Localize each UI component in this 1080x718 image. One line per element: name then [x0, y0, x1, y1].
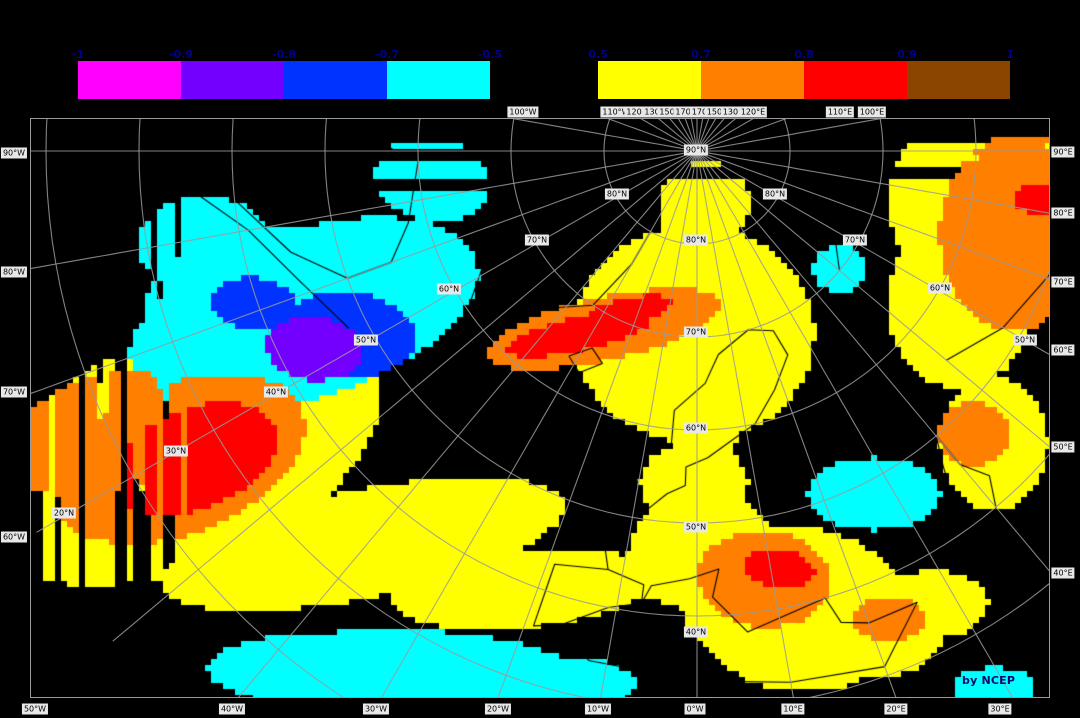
longitude-label-left-1: 80°W: [0, 266, 28, 278]
latitude-label-0: 90°N: [683, 144, 709, 156]
map-graticule-layer: [31, 119, 1049, 697]
latitude-label-12: 50°N: [683, 521, 709, 533]
longitude-label-bottom-1: 40°W: [218, 703, 246, 715]
latitude-label-5: 70°N: [842, 234, 868, 246]
colorbar-swatch-2: [804, 61, 907, 99]
longitude-label-bottom-2: 30°W: [362, 703, 390, 715]
longitude-label-right-0: 90°E: [1051, 146, 1075, 158]
longitude-label-top-5: 170°W: [673, 106, 705, 118]
latitude-label-10: 50°N: [353, 334, 379, 346]
longitude-label-right-2: 70°E: [1051, 276, 1075, 288]
map-plot-area[interactable]: [30, 118, 1050, 698]
positive-colorbar-ticks: 0.5 0.7 0.8 0.9 1: [588, 48, 1014, 62]
longitude-label-bottom-6: 10°E: [781, 703, 805, 715]
longitude-label-top-7: 150°E: [704, 106, 734, 118]
longitude-label-right-5: 40°E: [1051, 567, 1075, 579]
longitude-label-top-2: 120°W: [624, 106, 656, 118]
colorbar-swatch-0: [78, 61, 181, 99]
negative-colorbar-ticks: -1 -0.9 -0.8 -0.7 -0.5: [72, 48, 502, 62]
colorbar-swatch-0: [598, 61, 701, 99]
longitude-label-bottom-7: 20°E: [884, 703, 908, 715]
longitude-label-right-3: 60°E: [1051, 344, 1075, 356]
longitude-label-right-4: 50°E: [1051, 441, 1075, 453]
map-heatmap-canvas: [31, 119, 1049, 697]
longitude-label-left-0: 90°W: [0, 147, 28, 159]
colorbar-tick-2: -0.8: [271, 48, 297, 61]
colorbar-tick-2: 0.8: [794, 48, 814, 61]
longitude-label-bottom-4: 10°W: [584, 703, 612, 715]
negative-correlation-colorbar: [78, 61, 490, 99]
colorbar-swatch-3: [907, 61, 1010, 99]
colorbar-tick-1: -0.9: [168, 48, 194, 61]
longitude-label-top-8: 130°E: [720, 106, 750, 118]
latitude-label-11: 50°N: [1012, 334, 1038, 346]
latitude-label-7: 60°N: [436, 283, 462, 295]
longitude-label-left-3: 60°W: [0, 531, 28, 543]
colorbar-swatch-3: [387, 61, 490, 99]
colorbar-tick-0: -1: [71, 48, 85, 61]
latitude-label-6: 70°N: [683, 326, 709, 338]
longitude-label-top-11: 100°E: [857, 106, 887, 118]
credit-text: by NCEP: [962, 674, 1016, 687]
latitude-label-8: 60°N: [927, 282, 953, 294]
colorbar-tick-3: -0.7: [374, 48, 400, 61]
longitude-label-right-1: 80°E: [1051, 207, 1075, 219]
latitude-label-1: 80°N: [604, 188, 630, 200]
colorbar-swatch-2: [284, 61, 387, 99]
longitude-label-top-0: 100°W: [507, 106, 539, 118]
latitude-label-13: 40°N: [263, 386, 289, 398]
longitude-label-bottom-0: 50°W: [21, 703, 49, 715]
colorbar-tick-3: 0.9: [897, 48, 917, 61]
positive-correlation-colorbar: [598, 61, 1010, 99]
longitude-label-top-9: 120°E: [738, 106, 768, 118]
latitude-label-14: 40°N: [683, 626, 709, 638]
latitude-label-15: 30°N: [163, 445, 189, 457]
longitude-label-top-4: 150°W: [657, 106, 689, 118]
longitude-label-top-1: 110°W: [600, 106, 632, 118]
longitude-label-left-2: 70°W: [0, 386, 28, 398]
longitude-label-bottom-8: 30°E: [988, 703, 1012, 715]
colorbar-tick-1: 0.7: [691, 48, 711, 61]
colorbar-tick-4: -0.5: [477, 48, 503, 61]
colorbar-swatch-1: [181, 61, 284, 99]
latitude-label-9: 60°N: [683, 422, 709, 434]
longitude-label-top-10: 110°E: [825, 106, 855, 118]
latitude-label-16: 20°N: [51, 507, 77, 519]
longitude-label-bottom-3: 20°W: [484, 703, 512, 715]
colorbar-tick-0: 0.5: [588, 48, 608, 61]
latitude-label-4: 70°N: [524, 234, 550, 246]
latitude-label-2: 80°N: [762, 188, 788, 200]
colorbar-tick-4: 1: [1006, 48, 1014, 61]
longitude-label-top-6: 170°E: [689, 106, 719, 118]
colorbar-swatch-1: [701, 61, 804, 99]
longitude-label-bottom-5: 0°W: [684, 703, 706, 715]
latitude-label-3: 80°N: [683, 234, 709, 246]
